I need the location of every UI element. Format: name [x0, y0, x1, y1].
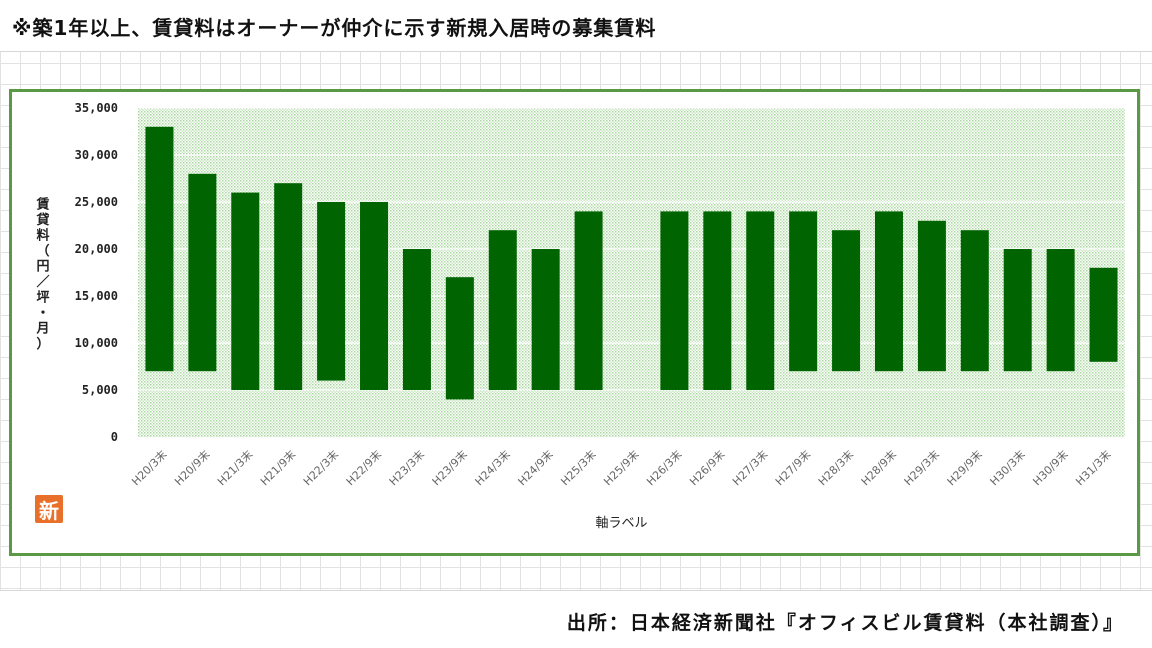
- source-note: 出所：日本経済新聞社『オフィスビル賃貸料（本社調査）』: [566, 612, 1124, 634]
- x-tick-label: H24/9末: [515, 447, 556, 488]
- y-axis-label-char: （: [36, 243, 49, 259]
- range-bar: [832, 230, 861, 372]
- x-tick-label: H21/3末: [214, 447, 255, 488]
- x-tick-label: H31/3末: [1073, 447, 1114, 488]
- range-bar: [746, 211, 775, 390]
- range-bar: [274, 183, 303, 390]
- y-axis-label-char: 月: [35, 321, 49, 336]
- range-bar: [574, 211, 603, 390]
- x-tick-label: H22/9末: [343, 447, 384, 488]
- range-bar: [531, 249, 560, 390]
- y-axis-label-char: 料: [36, 227, 49, 243]
- y-axis-label: 賃貸料（円／坪・月）: [35, 196, 49, 352]
- range-bar: [488, 230, 517, 390]
- range-bar: [917, 220, 946, 372]
- x-tick-label: H20/9末: [171, 447, 212, 488]
- range-bar: [445, 277, 474, 400]
- y-tick-label: 5,000: [82, 383, 118, 397]
- x-tick-label: H23/9末: [429, 447, 470, 488]
- range-bar: [1089, 267, 1118, 362]
- range-bar: [874, 211, 903, 372]
- x-tick-label: H30/3末: [987, 447, 1028, 488]
- range-bar: [145, 126, 174, 372]
- range-bar: [660, 211, 689, 390]
- x-tick-label: H29/3末: [901, 447, 942, 488]
- y-axis-label-char: 円: [36, 259, 49, 274]
- y-axis-label-char: 貸: [36, 212, 49, 228]
- x-tick-label: H27/9末: [772, 447, 813, 488]
- y-tick-label: 15,000: [75, 289, 118, 303]
- y-axis-label-char: 賃: [35, 196, 49, 212]
- y-axis-label-char: ）: [36, 336, 49, 352]
- y-tick-label: 35,000: [75, 101, 118, 115]
- x-tick-label: H28/3末: [815, 447, 856, 488]
- y-tick-label: 20,000: [75, 242, 118, 256]
- range-bar: [1046, 249, 1075, 372]
- y-tick-label: 25,000: [75, 195, 118, 209]
- x-tick-label: H26/3末: [644, 447, 685, 488]
- range-bar: [703, 211, 732, 390]
- header-band: [0, 0, 1152, 52]
- x-tick-label: H30/9末: [1030, 447, 1071, 488]
- range-bar: [1003, 249, 1032, 372]
- y-tick-label: 30,000: [75, 148, 118, 162]
- nikkei-logo: 新: [35, 495, 63, 523]
- x-tick-label: H29/9末: [944, 447, 985, 488]
- range-bar: [960, 230, 989, 372]
- y-axis-label-char: ／: [36, 274, 49, 290]
- y-tick-label: 10,000: [75, 336, 118, 350]
- x-tick-label: H25/9末: [601, 447, 642, 488]
- x-tick-label: H27/3末: [729, 447, 770, 488]
- range-bar: [789, 211, 818, 372]
- y-axis-label-char: ・: [36, 306, 49, 321]
- x-tick-label: H25/3末: [558, 447, 599, 488]
- x-axis-label: 軸ラベル: [595, 516, 647, 531]
- x-tick-label: H21/9末: [257, 447, 298, 488]
- footer-band: [0, 590, 1152, 648]
- y-tick-label: 0: [111, 430, 118, 444]
- page-title: ※築1年以上、賃貸料はオーナーが仲介に示す新規入居時の募集賃料: [12, 16, 657, 40]
- range-bar: [317, 202, 346, 381]
- x-tick-label: H20/3末: [129, 447, 170, 488]
- range-bar: [360, 202, 389, 390]
- range-bar: [188, 173, 217, 372]
- plot-area: [138, 108, 1125, 437]
- y-axis-label-char: 坪: [36, 290, 49, 305]
- x-tick-label: H23/3末: [386, 447, 427, 488]
- range-bar: [402, 249, 431, 390]
- x-tick-label: H24/3末: [472, 447, 513, 488]
- range-bar: [231, 192, 260, 390]
- x-tick-label: H26/9末: [686, 447, 727, 488]
- x-tick-label: H22/3末: [300, 447, 341, 488]
- x-tick-label: H28/9末: [858, 447, 899, 488]
